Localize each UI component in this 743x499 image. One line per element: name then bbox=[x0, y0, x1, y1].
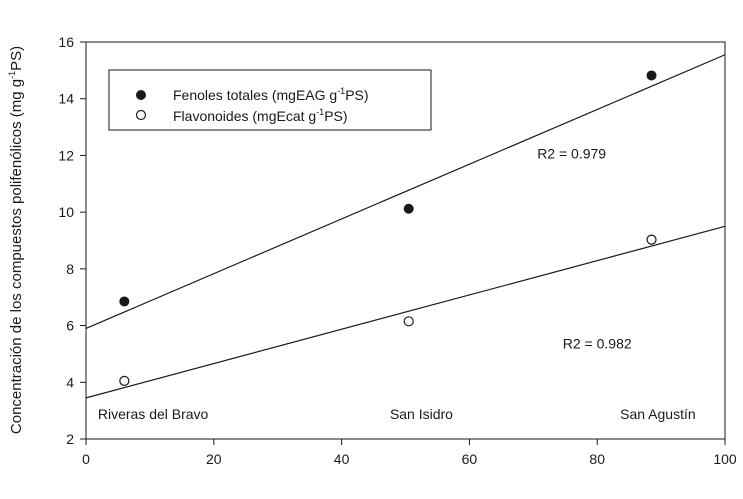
site-label: Riveras del Bravo bbox=[98, 406, 209, 422]
r2-label: R2 = 0.982 bbox=[563, 335, 632, 351]
data-point bbox=[119, 296, 130, 307]
y-tick-label: 6 bbox=[66, 318, 74, 334]
fit-line-1 bbox=[85, 225, 726, 399]
r2-label: R2 = 0.979 bbox=[537, 145, 606, 161]
annotations: R2 = 0.979 R2 = 0.982 Riveras del Bravo San… bbox=[98, 145, 696, 422]
x-tick-label: 40 bbox=[334, 451, 350, 467]
legend-entry-flavonoides: Flavonoides (mgEcat g-1PS) bbox=[173, 107, 348, 124]
legend: Fenoles totales (mgEAG g-1PS) Flavonoide… bbox=[108, 69, 432, 131]
data-point bbox=[646, 234, 657, 245]
axes: 0 20 40 60 80 100 2 4 6 8 10 12 14 16 bbox=[58, 34, 736, 467]
y-tick-label: 2 bbox=[66, 431, 74, 447]
y-tick-label: 8 bbox=[66, 261, 74, 277]
fit-lines bbox=[85, 54, 726, 399]
x-tick-label: 0 bbox=[82, 451, 90, 467]
data-point bbox=[119, 375, 130, 386]
legend-marker-fenoles bbox=[136, 90, 146, 100]
legend-marker-flavonoides bbox=[135, 109, 147, 121]
x-tick-label: 80 bbox=[589, 451, 605, 467]
data-point bbox=[646, 70, 657, 81]
data-points bbox=[119, 70, 657, 386]
y-tick-label: 16 bbox=[58, 34, 74, 50]
fit-line-0 bbox=[85, 54, 726, 329]
plot-frame bbox=[85, 41, 726, 440]
site-label: San Agustín bbox=[620, 406, 696, 422]
y-axis-label: Concentración de los compuestos polifenó… bbox=[7, 46, 25, 434]
x-tick-label: 60 bbox=[462, 451, 478, 467]
data-point bbox=[403, 316, 414, 327]
x-tick-label: 100 bbox=[713, 451, 737, 467]
y-tick-label: 12 bbox=[58, 147, 74, 163]
y-tick-label: 4 bbox=[66, 374, 74, 390]
y-tick-label: 14 bbox=[58, 91, 74, 107]
x-tick-label: 20 bbox=[206, 451, 222, 467]
legend-entry-fenoles: Fenoles totales (mgEAG g-1PS) bbox=[173, 86, 369, 103]
data-point bbox=[403, 203, 414, 214]
y-tick-label: 10 bbox=[58, 204, 74, 220]
site-label: San Isidro bbox=[390, 406, 453, 422]
legend-box bbox=[108, 69, 432, 131]
